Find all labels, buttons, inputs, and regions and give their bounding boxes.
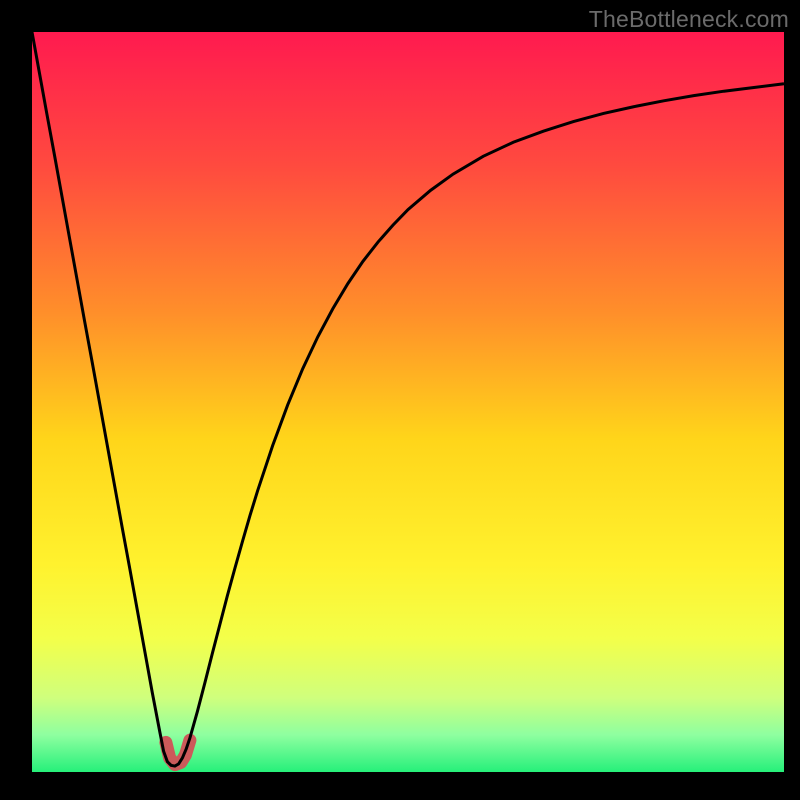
watermark-text: TheBottleneck.com: [589, 6, 789, 33]
figure-stage: TheBottleneck.com: [0, 0, 800, 800]
curves-svg: [32, 32, 784, 772]
plot-area: [32, 32, 784, 772]
curve-path: [32, 32, 784, 766]
